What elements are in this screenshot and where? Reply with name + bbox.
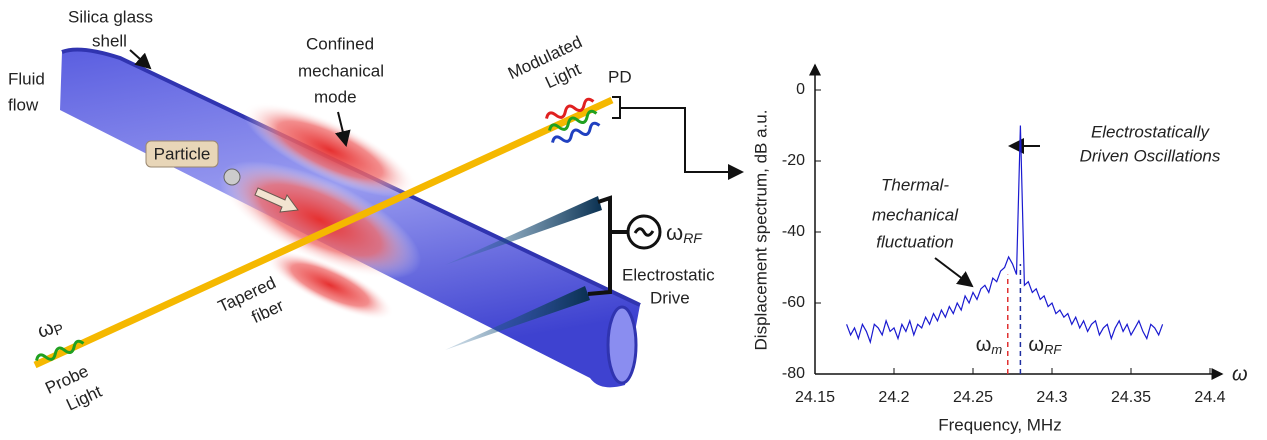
marker-label: ωm — [976, 334, 1003, 357]
annotation: Thermal- — [881, 175, 949, 194]
diagram: Silica glass shell Fluid flow Confined m… — [8, 7, 742, 419]
symbol: ω — [1028, 334, 1044, 356]
label: mode — [314, 87, 357, 106]
x-tick-label: 24.2 — [878, 389, 909, 406]
annotation: Electrostatically — [1091, 122, 1211, 141]
y-tick-label: 0 — [796, 81, 805, 98]
annotation: Driven Oscillations — [1080, 146, 1221, 165]
x-tick-label: 24.15 — [795, 389, 835, 406]
x-tick-label: 24.3 — [1036, 389, 1067, 406]
particle-dot — [224, 169, 240, 185]
x-tick-label: 24.35 — [1111, 389, 1151, 406]
x-tick-label: 24.25 — [953, 389, 993, 406]
marker-label: ωRF — [1028, 334, 1062, 357]
x-tick-label: 24.4 — [1194, 389, 1225, 406]
label: ωP — [35, 314, 66, 344]
modulated-waves — [545, 98, 601, 147]
annotation: mechanical — [872, 205, 959, 224]
label: Particle — [154, 144, 211, 163]
tube-end — [608, 307, 636, 383]
y-axis-label: Displacement spectrum, dB a.u. — [751, 110, 770, 351]
y-tick-label: -20 — [782, 152, 805, 169]
label: Confined — [306, 34, 374, 53]
label: flow — [8, 95, 39, 114]
label: mechanical — [298, 61, 384, 80]
symbol: ω — [976, 334, 992, 356]
y-tick-label: -60 — [782, 294, 805, 311]
pd-bracket — [612, 97, 742, 172]
label: Electrostatic — [622, 265, 715, 284]
subscript: m — [991, 342, 1002, 357]
x-axis-symbol: ω — [1232, 363, 1248, 385]
label: Fluid — [8, 69, 45, 88]
subscript: RF — [1044, 342, 1062, 357]
annotation: fluctuation — [876, 232, 954, 251]
figure: Silica glass shell Fluid flow Confined m… — [0, 0, 1267, 440]
label: Drive — [650, 288, 690, 307]
y-tick-label: -80 — [782, 365, 805, 382]
chart: Frequency, MHz Displacement spectrum, dB… — [751, 65, 1247, 434]
y-tick-label: -40 — [782, 223, 805, 240]
annotation-arrow — [935, 258, 972, 286]
x-axis-label: Frequency, MHz — [938, 415, 1061, 434]
label: ωRF — [666, 220, 703, 246]
label: PD — [608, 67, 632, 86]
label: Silica glass — [68, 7, 153, 26]
label: shell — [92, 31, 127, 50]
